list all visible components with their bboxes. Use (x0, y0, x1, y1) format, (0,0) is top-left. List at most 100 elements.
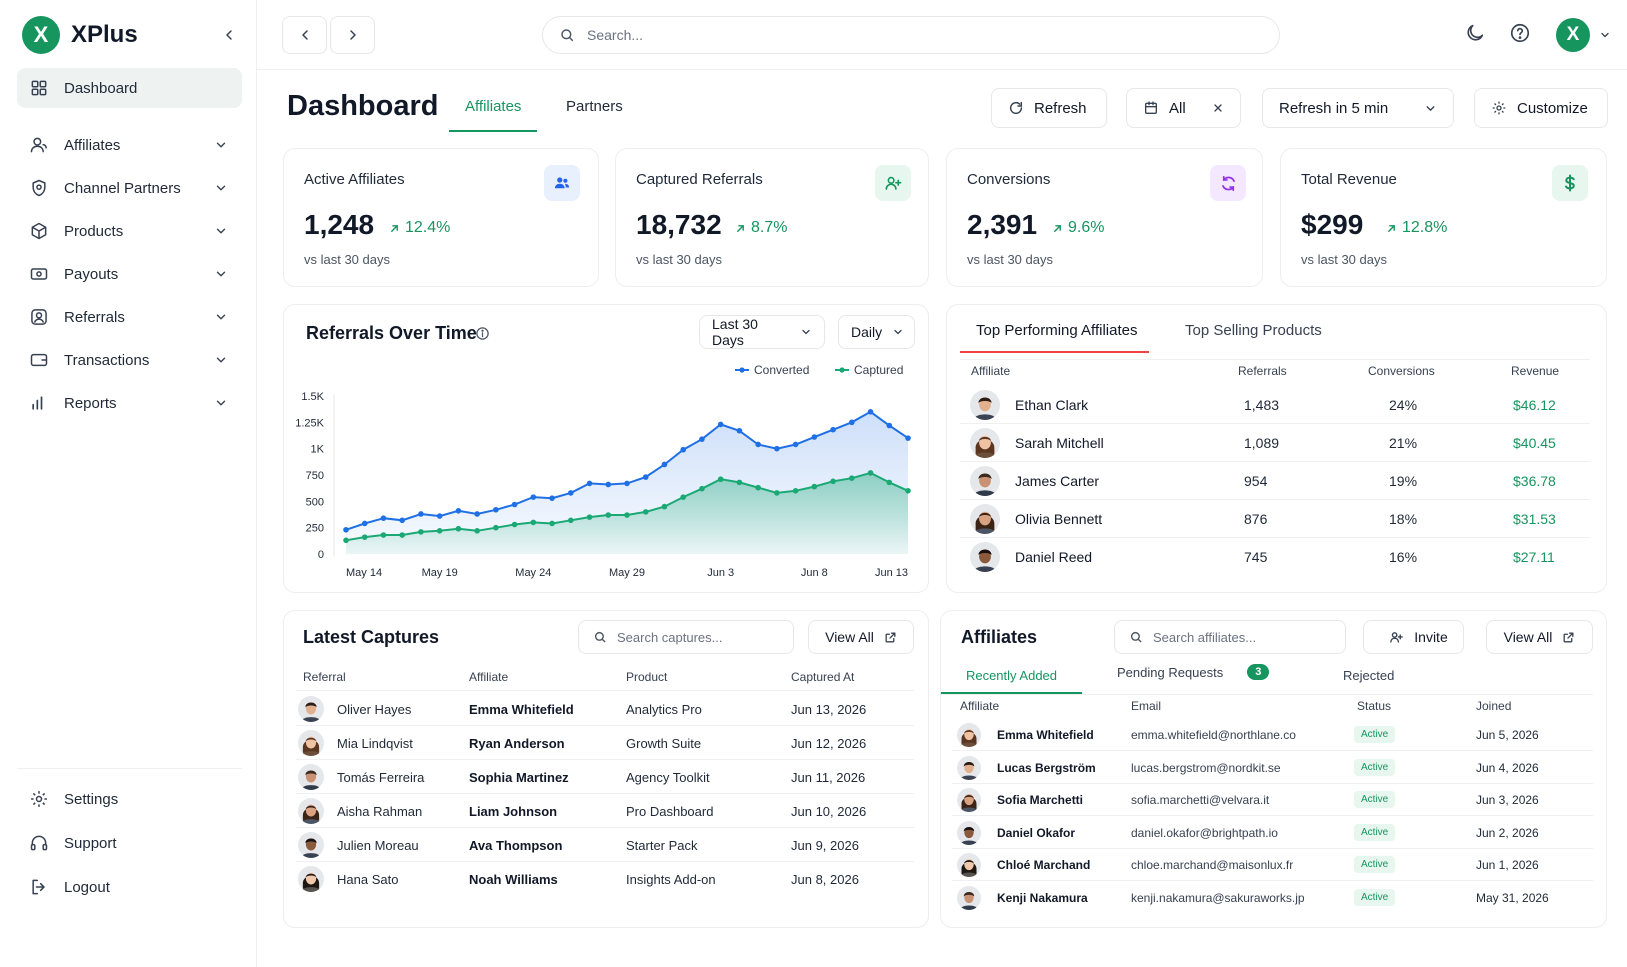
affiliate-name[interactable]: Noah Williams (469, 872, 558, 887)
point-converted[interactable] (418, 511, 424, 517)
captures-view-all-button[interactable]: View All (808, 620, 914, 654)
tab-partners[interactable]: Partners (566, 98, 623, 115)
point-converted[interactable] (399, 517, 405, 524)
affiliate-name[interactable]: Sofia Marchetti (997, 793, 1084, 808)
point-converted[interactable] (624, 480, 630, 487)
affiliate-email[interactable]: daniel.okafor@brightpath.io (1131, 825, 1278, 840)
info-icon[interactable] (475, 326, 490, 341)
affiliate-email[interactable]: emma.whitefield@northlane.co (1131, 728, 1296, 742)
point-captured[interactable] (905, 488, 911, 494)
sidebar-item-channel-partners[interactable]: Channel Partners (17, 168, 242, 208)
point-captured[interactable] (867, 470, 874, 476)
point-converted[interactable] (867, 409, 874, 415)
point-captured[interactable] (624, 512, 630, 518)
point-captured[interactable] (418, 529, 424, 535)
point-converted[interactable] (455, 508, 462, 514)
range-select[interactable]: Last 30 Days (699, 315, 825, 349)
point-converted[interactable] (736, 427, 743, 434)
chevron-left-icon[interactable] (221, 27, 237, 43)
tab-rejected[interactable]: Rejected (1343, 668, 1395, 683)
affiliate-name[interactable]: Sophia Martinez (469, 770, 569, 785)
point-captured[interactable] (474, 528, 480, 534)
affiliates-view-all-button[interactable]: View All (1486, 620, 1593, 654)
tab-recently-added[interactable]: Recently Added (941, 668, 1082, 694)
captures-search-input[interactable] (617, 629, 777, 645)
tab-pending-requests[interactable]: Pending Requests 3 (1117, 664, 1270, 680)
point-captured[interactable] (886, 479, 893, 486)
affiliate-name[interactable]: Ethan Clark (1015, 397, 1089, 413)
point-converted[interactable] (380, 515, 387, 521)
point-captured[interactable] (530, 519, 537, 526)
point-captured[interactable] (343, 537, 349, 544)
sidebar-item-transactions[interactable]: Transactions (17, 340, 242, 380)
sidebar-item-settings[interactable]: Settings (17, 779, 242, 819)
affiliate-name[interactable]: Liam Johnson (469, 804, 558, 819)
sidebar-item-referrals[interactable]: Referrals (17, 297, 242, 337)
affiliate-name[interactable]: Chloé Marchand (997, 858, 1091, 873)
tab-top-selling-products[interactable]: Top Selling Products (1185, 322, 1322, 339)
point-converted[interactable] (530, 494, 537, 500)
point-captured[interactable] (755, 484, 761, 491)
affiliate-name[interactable]: Lucas Bergström (997, 760, 1096, 775)
point-captured[interactable] (586, 514, 593, 520)
sidebar-item-dashboard[interactable]: Dashboard (17, 68, 242, 108)
affiliate-name[interactable]: Sarah Mitchell (1015, 435, 1104, 451)
point-converted[interactable] (474, 511, 480, 517)
point-captured[interactable] (568, 517, 574, 524)
sidebar-item-products[interactable]: Products (17, 211, 242, 251)
affiliate-name[interactable]: Ryan Anderson (469, 736, 565, 751)
affiliate-email[interactable]: lucas.bergstrom@nordkit.se (1131, 760, 1281, 775)
point-converted[interactable] (905, 435, 911, 441)
affiliate-email[interactable]: chloe.marchand@maisonlux.fr (1131, 858, 1294, 873)
point-captured[interactable] (717, 476, 724, 483)
tab-affiliates[interactable]: Affiliates (449, 98, 538, 132)
sidebar-item-support[interactable]: Support (17, 823, 242, 863)
point-captured[interactable] (849, 475, 855, 481)
point-converted[interactable] (511, 501, 518, 508)
sidebar-item-payouts[interactable]: Payouts (17, 254, 242, 294)
point-captured[interactable] (361, 534, 368, 540)
point-converted[interactable] (343, 526, 349, 533)
affiliate-name[interactable]: Olivia Bennett (1015, 511, 1103, 527)
point-captured[interactable] (830, 478, 836, 485)
point-captured[interactable] (436, 528, 443, 534)
point-converted[interactable] (680, 446, 686, 453)
point-captured[interactable] (511, 521, 518, 528)
point-captured[interactable] (699, 485, 705, 492)
affiliate-name[interactable]: Daniel Reed (1015, 549, 1093, 565)
affiliate-email[interactable]: sofia.marchetti@velvara.it (1131, 793, 1270, 808)
point-converted[interactable] (361, 520, 368, 527)
chevron-down-icon[interactable] (1599, 29, 1611, 41)
point-captured[interactable] (811, 483, 818, 490)
point-captured[interactable] (399, 532, 405, 538)
app-logo[interactable]: X (22, 16, 60, 54)
tab-top-performing-affiliates[interactable]: Top Performing Affiliates (960, 322, 1150, 353)
affiliate-name[interactable]: Daniel Okafor (997, 825, 1076, 840)
point-captured[interactable] (455, 525, 462, 532)
point-captured[interactable] (680, 494, 686, 500)
forward-button[interactable] (330, 16, 375, 54)
affiliate-name[interactable]: James Carter (1015, 473, 1100, 489)
point-captured[interactable] (642, 509, 649, 515)
moon-icon[interactable] (1464, 22, 1486, 44)
auto-refresh-select[interactable]: Refresh in 5 min (1262, 88, 1454, 128)
affiliate-name[interactable]: Kenji Nakamura (997, 891, 1088, 905)
point-converted[interactable] (605, 481, 612, 488)
sidebar-item-logout[interactable]: Logout (17, 867, 242, 907)
point-converted[interactable] (792, 441, 799, 448)
point-converted[interactable] (493, 506, 499, 513)
back-button[interactable] (282, 16, 327, 54)
point-captured[interactable] (605, 512, 612, 518)
point-converted[interactable] (436, 513, 443, 519)
sidebar-item-reports[interactable]: Reports (17, 383, 242, 423)
affiliate-name[interactable]: Emma Whitefield (997, 728, 1094, 742)
point-converted[interactable] (755, 441, 761, 448)
point-converted[interactable] (549, 495, 555, 501)
point-captured[interactable] (549, 520, 555, 527)
customize-button[interactable]: Customize (1474, 88, 1608, 128)
refresh-button[interactable]: Refresh (991, 88, 1107, 128)
point-captured[interactable] (736, 479, 743, 486)
point-converted[interactable] (717, 421, 724, 428)
point-captured[interactable] (661, 503, 668, 510)
sidebar-item-affiliates[interactable]: Affiliates (17, 125, 242, 165)
